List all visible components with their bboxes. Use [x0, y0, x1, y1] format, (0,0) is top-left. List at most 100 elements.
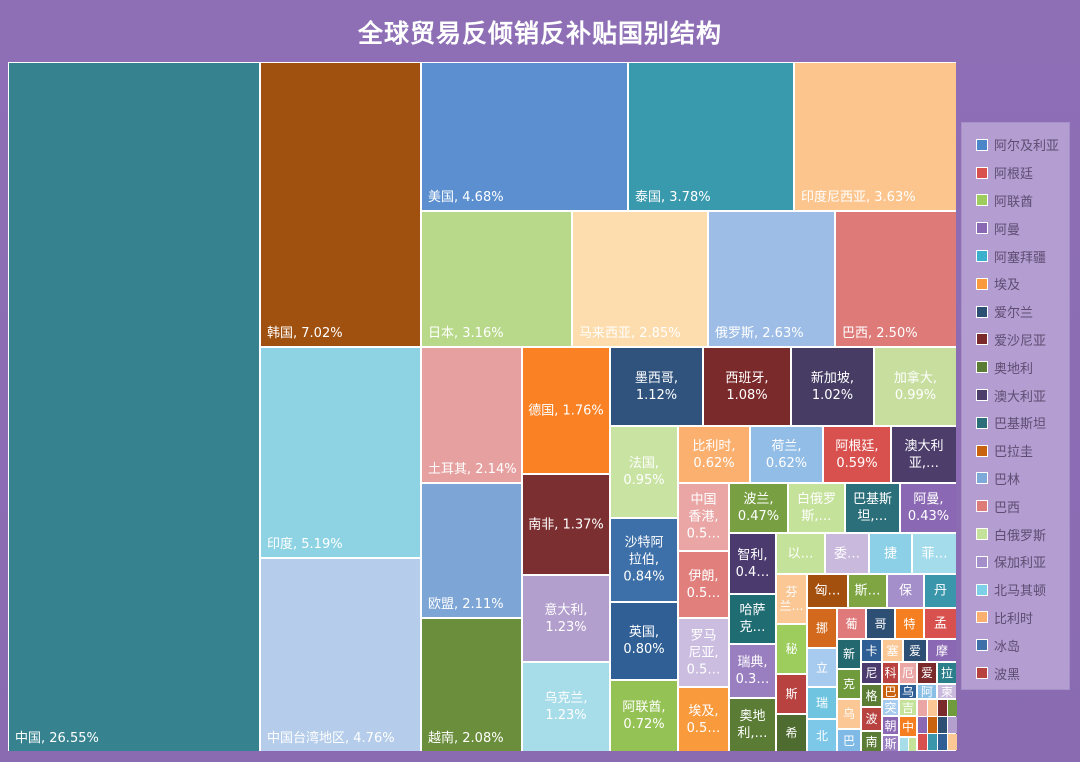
- treemap-cell[interactable]: 罗马 尼亚, 0.5…: [679, 619, 728, 686]
- legend-item[interactable]: 比利时: [976, 604, 1069, 632]
- legend-item[interactable]: 冰岛: [976, 631, 1069, 659]
- treemap-cell[interactable]: 保: [888, 575, 923, 607]
- treemap-cell[interactable]: 格: [862, 685, 881, 706]
- legend-item[interactable]: 阿曼: [976, 214, 1069, 242]
- treemap-cell-minor[interactable]: [948, 717, 957, 733]
- treemap-cell[interactable]: 巴西, 2.50%: [836, 212, 956, 346]
- treemap-cell-minor[interactable]: [918, 734, 927, 750]
- treemap-cell[interactable]: 特: [896, 609, 923, 638]
- treemap-cell[interactable]: 厄: [900, 663, 916, 683]
- treemap-cell-minor[interactable]: [938, 734, 947, 750]
- treemap-cell[interactable]: 瑞典, 0.3…: [730, 645, 775, 697]
- treemap-cell[interactable]: 巴: [883, 685, 898, 698]
- treemap-cell[interactable]: 荷兰, 0.62%: [751, 427, 822, 482]
- treemap-cell[interactable]: 克: [838, 670, 860, 698]
- treemap-cell[interactable]: 西班牙, 1.08%: [704, 348, 790, 425]
- treemap-cell[interactable]: 新: [838, 640, 860, 668]
- legend-item[interactable]: 阿根廷: [976, 159, 1069, 187]
- treemap-cell[interactable]: 秘: [777, 625, 806, 673]
- treemap-cell[interactable]: 墨西哥, 1.12%: [611, 348, 702, 425]
- treemap-cell-minor[interactable]: [928, 700, 937, 716]
- treemap-cell[interactable]: 科: [883, 663, 898, 683]
- treemap-cell[interactable]: 印度, 5.19%: [261, 348, 420, 557]
- treemap-cell-minor[interactable]: [948, 700, 957, 716]
- legend-item[interactable]: 巴西: [976, 492, 1069, 520]
- legend-item[interactable]: 爱尔兰: [976, 298, 1069, 326]
- treemap-cell-minor[interactable]: [938, 717, 947, 733]
- treemap-cell-minor[interactable]: [928, 734, 937, 750]
- legend-item[interactable]: 保加利亚: [976, 548, 1069, 576]
- treemap-cell[interactable]: 欧盟, 2.11%: [422, 484, 521, 617]
- treemap-cell[interactable]: 爱: [904, 640, 926, 661]
- treemap-cell[interactable]: 土耳其, 2.14%: [422, 348, 521, 482]
- treemap-cell[interactable]: 中国, 26.55%: [9, 63, 259, 751]
- treemap-cell[interactable]: 突: [883, 700, 898, 715]
- legend-item[interactable]: 澳大利亚: [976, 381, 1069, 409]
- treemap-cell-minor[interactable]: [928, 717, 937, 733]
- treemap-cell-minor[interactable]: [900, 738, 908, 751]
- treemap-cell[interactable]: 柬: [938, 685, 956, 698]
- treemap-cell[interactable]: 法国, 0.95%: [611, 427, 677, 517]
- treemap-cell[interactable]: 阿曼, 0.43%: [901, 484, 956, 532]
- legend-item[interactable]: 巴拉圭: [976, 437, 1069, 465]
- treemap-cell[interactable]: 以…: [777, 534, 824, 573]
- treemap-cell[interactable]: 巴: [838, 730, 860, 751]
- treemap-cell[interactable]: 哥: [867, 609, 894, 638]
- treemap-cell[interactable]: 希: [777, 715, 806, 751]
- treemap-cell[interactable]: 沙特阿 拉伯, 0.84%: [611, 519, 677, 601]
- treemap-cell[interactable]: 俄罗斯, 2.63%: [709, 212, 834, 346]
- treemap-cell[interactable]: 泰国, 3.78%: [629, 63, 793, 210]
- treemap-cell[interactable]: 巴基斯 坦,…: [846, 484, 899, 532]
- treemap-cell[interactable]: 马来西亚, 2.85%: [573, 212, 707, 346]
- treemap-cell[interactable]: 斯: [777, 675, 806, 713]
- legend-item[interactable]: 奥地利: [976, 353, 1069, 381]
- treemap-cell[interactable]: 埃及, 0.5…: [679, 688, 728, 751]
- treemap-cell[interactable]: 波: [862, 708, 881, 730]
- treemap-cell[interactable]: 印度尼西亚, 3.63%: [795, 63, 956, 210]
- treemap-cell[interactable]: 德国, 1.76%: [523, 348, 609, 473]
- treemap-cell[interactable]: 挪: [808, 609, 836, 647]
- treemap-cell[interactable]: 中国台湾地区, 4.76%: [261, 559, 420, 751]
- legend-item[interactable]: 巴基斯坦: [976, 409, 1069, 437]
- legend-item[interactable]: 巴林: [976, 465, 1069, 493]
- treemap-cell[interactable]: 白俄罗 斯,…: [789, 484, 844, 532]
- treemap-cell[interactable]: 英国, 0.80%: [611, 603, 677, 679]
- treemap-cell-minor[interactable]: [948, 734, 957, 750]
- treemap-cell[interactable]: 斯: [883, 736, 898, 751]
- treemap-cell[interactable]: 芬 兰…: [777, 575, 806, 623]
- treemap-cell[interactable]: 摩: [928, 640, 956, 661]
- legend-item[interactable]: 埃及: [976, 270, 1069, 298]
- treemap-cell[interactable]: 哈萨 克…: [730, 595, 775, 643]
- treemap-cell[interactable]: 越南, 2.08%: [422, 619, 521, 751]
- legend-item[interactable]: 阿塞拜疆: [976, 242, 1069, 270]
- treemap-cell[interactable]: 朝: [883, 717, 898, 734]
- treemap-cell[interactable]: 澳大利 亚,…: [892, 427, 956, 482]
- treemap-cell[interactable]: 意大利, 1.23%: [523, 576, 609, 661]
- treemap-cell[interactable]: 中国 香港, 0.5…: [679, 484, 728, 550]
- treemap-cell[interactable]: 乌: [838, 700, 860, 728]
- treemap-cell[interactable]: 委…: [826, 534, 868, 573]
- treemap-cell[interactable]: 智利, 0.4…: [730, 534, 775, 593]
- treemap-cell-minor[interactable]: [918, 717, 927, 733]
- treemap-cell[interactable]: 奥地 利,…: [730, 699, 775, 751]
- treemap-cell[interactable]: 日本, 3.16%: [422, 212, 571, 346]
- treemap-cell[interactable]: 斯…: [849, 575, 886, 607]
- treemap-cell[interactable]: 美国, 4.68%: [422, 63, 627, 210]
- treemap-cell[interactable]: 阿根廷, 0.59%: [824, 427, 890, 482]
- treemap-cell[interactable]: 塞: [883, 640, 902, 661]
- treemap-cell[interactable]: 中: [900, 717, 916, 736]
- treemap-cell[interactable]: 爱: [918, 663, 936, 683]
- treemap-cell-minor[interactable]: [909, 738, 916, 751]
- treemap-cell[interactable]: 吉: [900, 700, 916, 715]
- treemap-cell[interactable]: 阿: [918, 685, 936, 698]
- treemap-cell[interactable]: 伊朗, 0.5…: [679, 552, 728, 617]
- treemap-cell[interactable]: 新加坡, 1.02%: [792, 348, 873, 425]
- treemap-cell[interactable]: 卡: [862, 640, 881, 661]
- treemap-cell[interactable]: 韩国, 7.02%: [261, 63, 420, 346]
- treemap-cell[interactable]: 南非, 1.37%: [523, 475, 609, 574]
- treemap-cell[interactable]: 乌克兰, 1.23%: [523, 663, 609, 751]
- legend-item[interactable]: 白俄罗斯: [976, 520, 1069, 548]
- legend-item[interactable]: 波黑: [976, 659, 1069, 687]
- treemap-cell[interactable]: 孟: [925, 609, 956, 638]
- treemap-cell[interactable]: 匈…: [808, 575, 847, 607]
